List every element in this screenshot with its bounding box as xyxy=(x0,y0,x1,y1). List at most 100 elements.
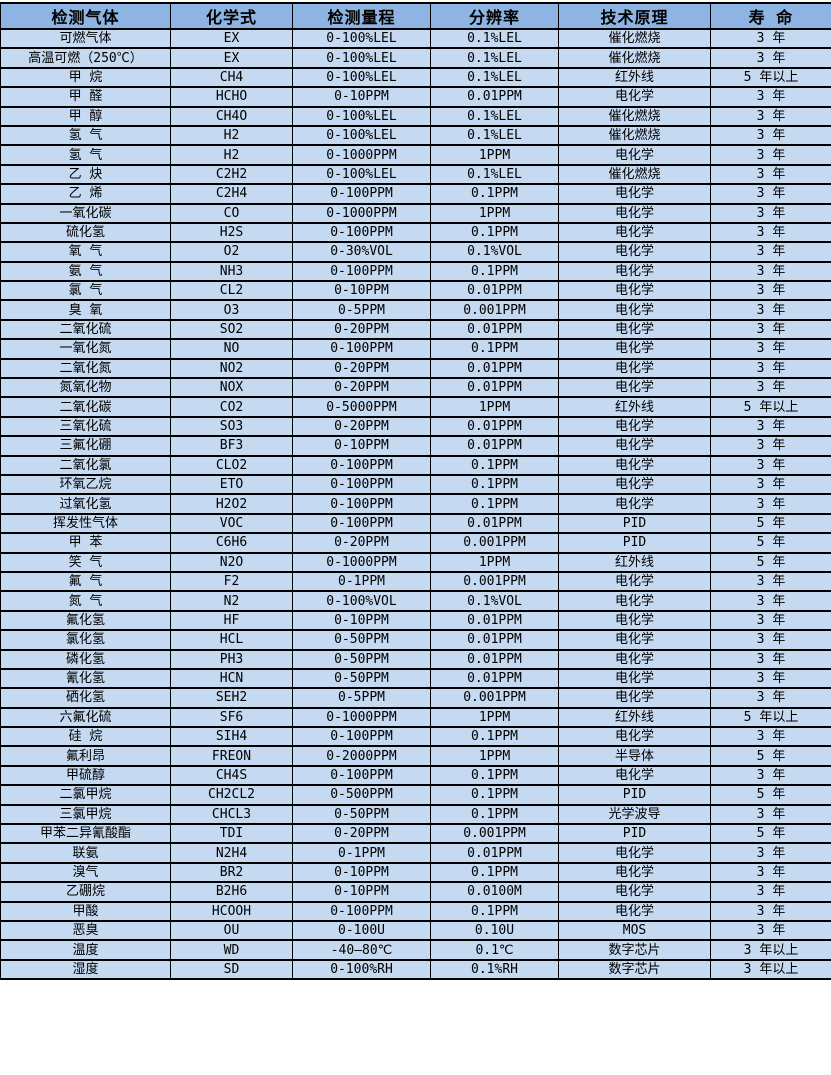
cell-range: 0-100PPM xyxy=(292,726,431,748)
cell-range: 0-100%LEL xyxy=(292,27,431,50)
cell-resolution: 1PPM xyxy=(430,551,559,573)
cell-formula: BR2 xyxy=(170,861,293,884)
table-row: 可燃气体 EX 0-100%LEL 0.1%LEL 催化燃烧 3 年 xyxy=(0,27,831,50)
cell-gas: 挥发性气体 xyxy=(0,512,171,535)
cell-lifespan: 3 年 xyxy=(710,881,831,903)
cell-formula: NO xyxy=(170,338,293,360)
cell-formula: SD xyxy=(170,958,293,981)
table-row: 三氯甲烷 CHCL3 0-50PPM 0.1PPM 光学波导 3 年 xyxy=(0,803,831,826)
cell-resolution: 0.001PPM xyxy=(430,299,559,321)
cell-lifespan: 3 年 xyxy=(710,629,831,651)
cell-range: 0-1PPM xyxy=(292,570,431,593)
cell-principle: 电化学 xyxy=(558,648,711,670)
cell-range: 0-100PPM xyxy=(292,473,431,496)
cell-resolution: 0.01PPM xyxy=(430,667,559,690)
cell-gas: 一氧化氮 xyxy=(0,338,171,360)
cell-principle: 电化学 xyxy=(558,570,711,593)
cell-resolution: 0.1%RH xyxy=(430,958,559,981)
cell-formula: SEH2 xyxy=(170,687,293,709)
column-header-range: 检测量程 xyxy=(292,2,431,30)
cell-resolution: 0.001PPM xyxy=(430,532,559,554)
cell-principle: 电化学 xyxy=(558,493,711,515)
cell-resolution: 0.1%LEL xyxy=(430,124,559,147)
cell-formula: WD xyxy=(170,939,293,961)
cell-resolution: 0.1PPM xyxy=(430,260,559,283)
cell-lifespan: 5 年 xyxy=(710,745,831,767)
table-row: 甲 醇 CH4O 0-100%LEL 0.1%LEL 催化燃烧 3 年 xyxy=(0,105,831,127)
cell-lifespan: 5 年 xyxy=(710,512,831,535)
table-row: 臭 氧 O3 0-5PPM 0.001PPM 电化学 3 年 xyxy=(0,299,831,321)
cell-gas: 一氧化碳 xyxy=(0,202,171,224)
cell-principle: MOS xyxy=(558,919,711,942)
cell-lifespan: 5 年 xyxy=(710,532,831,554)
table-row: 溴气 BR2 0-10PPM 0.1PPM 电化学 3 年 xyxy=(0,861,831,884)
cell-resolution: 0.01PPM xyxy=(430,435,559,457)
cell-formula: N2H4 xyxy=(170,842,293,864)
cell-formula: C2H2 xyxy=(170,163,293,186)
cell-gas: 氨 气 xyxy=(0,260,171,283)
cell-range: 0-30%VOL xyxy=(292,241,431,263)
cell-gas: 三氧化硫 xyxy=(0,415,171,438)
cell-resolution: 0.1%VOL xyxy=(430,241,559,263)
cell-resolution: 0.01PPM xyxy=(430,280,559,302)
cell-range: 0-50PPM xyxy=(292,667,431,690)
cell-lifespan: 3 年 xyxy=(710,241,831,263)
table-row: 甲 苯 C6H6 0-20PPM 0.001PPM PID 5 年 xyxy=(0,532,831,554)
cell-gas: 二氧化硫 xyxy=(0,318,171,341)
cell-resolution: 0.1PPM xyxy=(430,221,559,244)
cell-lifespan: 3 年 xyxy=(710,27,831,50)
cell-lifespan: 3 年 xyxy=(710,919,831,942)
table-row: 湿度 SD 0-100%RH 0.1%RH 数字芯片 3 年以上 xyxy=(0,958,831,981)
cell-principle: 电化学 xyxy=(558,280,711,302)
table-row: 恶臭 OU 0-100U 0.10U MOS 3 年 xyxy=(0,919,831,942)
cell-gas: 乙 烯 xyxy=(0,183,171,205)
cell-formula: HCN xyxy=(170,667,293,690)
cell-principle: 电化学 xyxy=(558,764,711,787)
cell-principle: 电化学 xyxy=(558,726,711,748)
cell-gas: 氧 气 xyxy=(0,241,171,263)
cell-gas: 氮氧化物 xyxy=(0,377,171,399)
cell-range: 0-20PPM xyxy=(292,822,431,845)
cell-lifespan: 3 年 xyxy=(710,570,831,593)
table-row: 挥发性气体 VOC 0-100PPM 0.01PPM PID 5 年 xyxy=(0,512,831,535)
cell-gas: 氟化氢 xyxy=(0,609,171,632)
cell-range: 0-10PPM xyxy=(292,881,431,903)
cell-gas: 湿度 xyxy=(0,958,171,981)
cell-resolution: 0.1%LEL xyxy=(430,66,559,89)
column-header-gas: 检测气体 xyxy=(0,2,171,30)
cell-principle: 电化学 xyxy=(558,473,711,496)
cell-gas: 恶臭 xyxy=(0,919,171,942)
cell-formula: CH2CL2 xyxy=(170,784,293,806)
table-row: 氢 气 H2 0-100%LEL 0.1%LEL 催化燃烧 3 年 xyxy=(0,124,831,147)
cell-range: 0-100U xyxy=(292,919,431,942)
cell-range: 0-10PPM xyxy=(292,435,431,457)
cell-formula: CLO2 xyxy=(170,454,293,477)
cell-resolution: 0.1PPM xyxy=(430,784,559,806)
cell-resolution: 0.01PPM xyxy=(430,842,559,864)
cell-resolution: 0.1PPM xyxy=(430,803,559,826)
cell-lifespan: 5 年以上 xyxy=(710,66,831,89)
cell-gas: 臭 氧 xyxy=(0,299,171,321)
table-row: 氮氧化物 NOX 0-20PPM 0.01PPM 电化学 3 年 xyxy=(0,377,831,399)
cell-principle: 电化学 xyxy=(558,183,711,205)
cell-gas: 二氧化氮 xyxy=(0,357,171,380)
table-row: 氨 气 NH3 0-100PPM 0.1PPM 电化学 3 年 xyxy=(0,260,831,283)
cell-gas: 氮 气 xyxy=(0,590,171,612)
cell-resolution: 1PPM xyxy=(430,396,559,418)
table-row: 硫化氢 H2S 0-100PPM 0.1PPM 电化学 3 年 xyxy=(0,221,831,244)
cell-lifespan: 3 年 xyxy=(710,260,831,283)
cell-range: 0-1000PPM xyxy=(292,551,431,573)
cell-lifespan: 3 年 xyxy=(710,357,831,380)
cell-gas: 溴气 xyxy=(0,861,171,884)
cell-range: 0-50PPM xyxy=(292,648,431,670)
cell-gas: 甲硫醇 xyxy=(0,764,171,787)
cell-formula: CO xyxy=(170,202,293,224)
table-row: 过氧化氢 H2O2 0-100PPM 0.1PPM 电化学 3 年 xyxy=(0,493,831,515)
cell-range: 0-50PPM xyxy=(292,629,431,651)
cell-resolution: 0.1%LEL xyxy=(430,163,559,186)
cell-range: 0-100PPM xyxy=(292,260,431,283)
cell-formula: CH4 xyxy=(170,66,293,89)
cell-gas: 高温可燃（250℃） xyxy=(0,47,171,69)
cell-gas: 甲苯二异氰酸酯 xyxy=(0,822,171,845)
cell-formula: HCOOH xyxy=(170,900,293,922)
